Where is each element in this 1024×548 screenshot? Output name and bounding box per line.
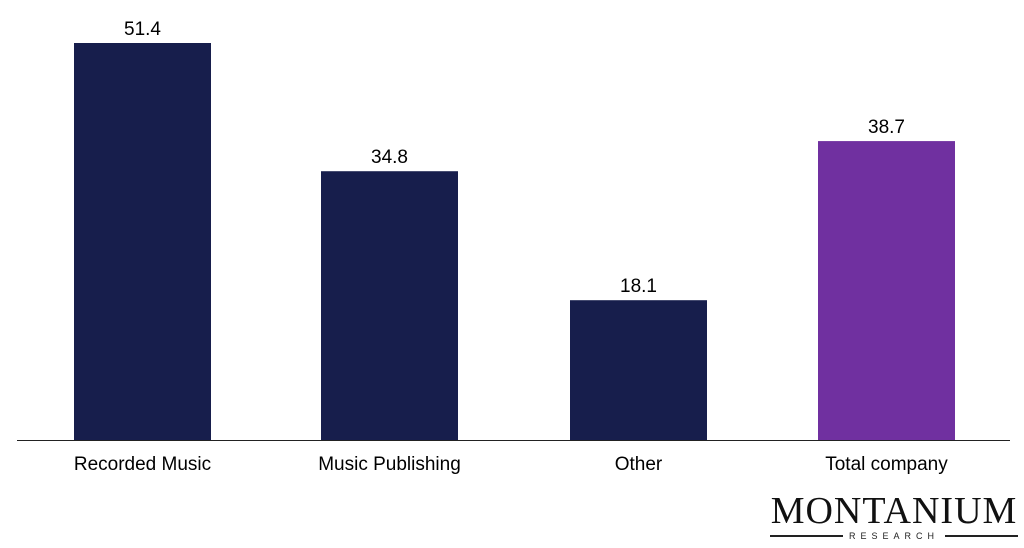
data-label-1: 34.8	[371, 147, 408, 168]
category-label-3: Total company	[825, 454, 948, 475]
logo-sub: Research	[849, 531, 940, 541]
category-label-2: Other	[615, 454, 663, 475]
bar-0	[74, 43, 211, 440]
bar-3	[818, 141, 955, 441]
data-label-2: 18.1	[620, 276, 657, 297]
montanium-research-logo: Montanium Research	[770, 490, 1019, 542]
data-label-0: 51.4	[124, 19, 161, 40]
category-label-1: Music Publishing	[318, 454, 461, 475]
bar-2	[570, 300, 707, 440]
logo-name: Montanium	[770, 490, 1018, 532]
data-label-3: 38.7	[868, 117, 905, 138]
bar-1	[321, 171, 458, 441]
category-label-0: Recorded Music	[74, 454, 211, 475]
